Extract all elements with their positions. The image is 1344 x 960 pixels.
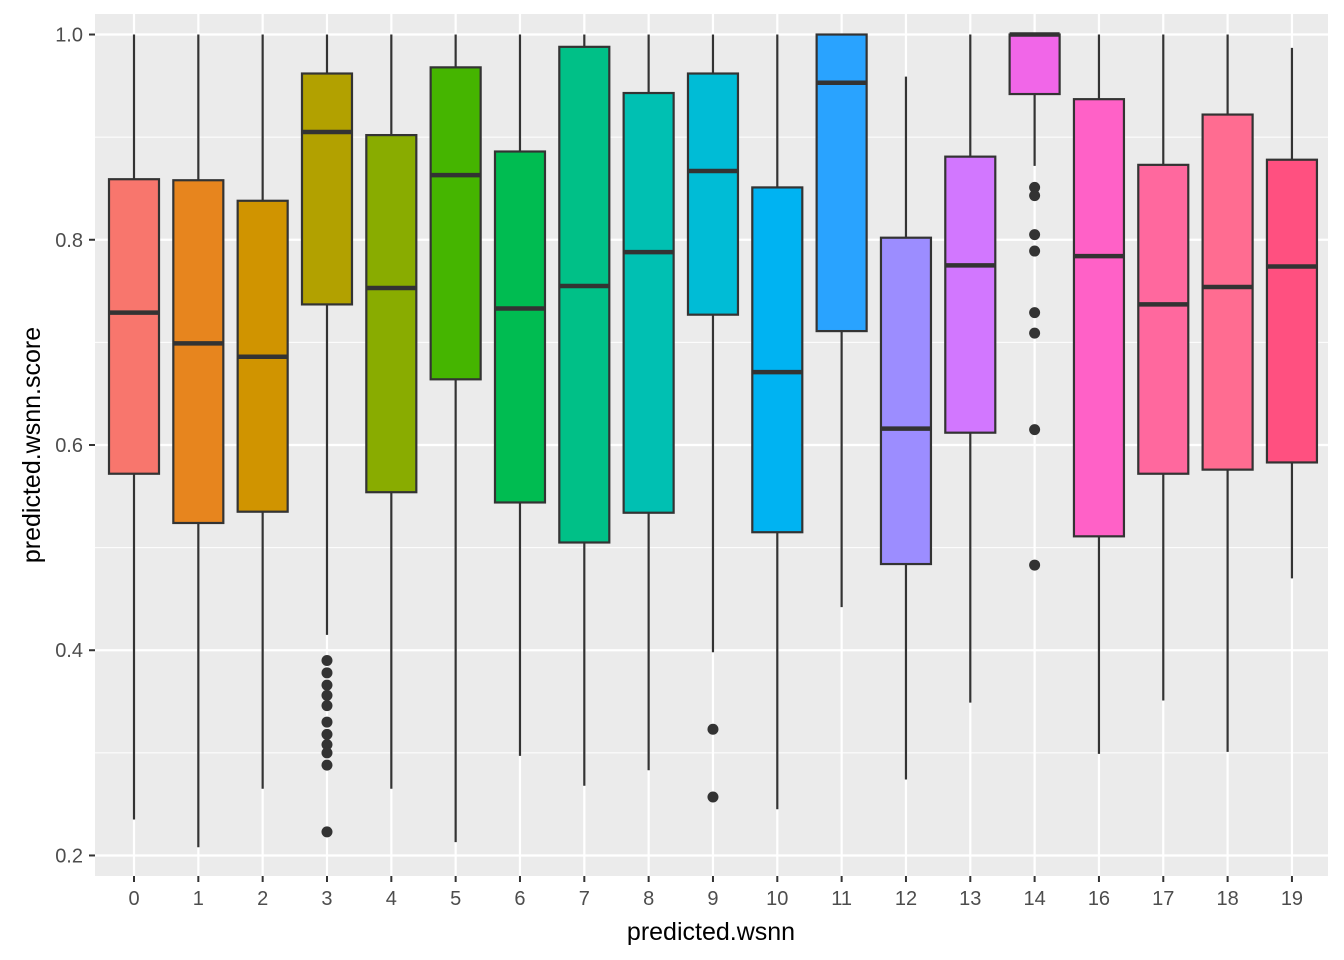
box-16 bbox=[1072, 34, 1126, 754]
outlier-point bbox=[1029, 181, 1041, 193]
x-axis-title: predicted.wsnn bbox=[627, 918, 795, 946]
box-body bbox=[879, 236, 933, 566]
x-tick-label: 7 bbox=[579, 888, 590, 910]
axes: 0.20.40.60.81.00 1 2 3 4 5 6 7 8 9 10 11 12 13 14 16 17 1… bbox=[55, 25, 1303, 910]
y-axis-title: predicted.wsnn.score bbox=[18, 327, 46, 563]
box-7 bbox=[558, 34, 611, 786]
outlier-point bbox=[321, 747, 333, 759]
outlier-point bbox=[321, 679, 333, 691]
box-body bbox=[429, 66, 482, 381]
box-body bbox=[622, 91, 675, 514]
x-tick-label: 5 bbox=[450, 888, 461, 910]
box-3 bbox=[300, 34, 354, 838]
box-17 bbox=[1137, 34, 1190, 701]
x-tick-label: 9 bbox=[707, 888, 718, 910]
x-tick-label: 0 bbox=[128, 888, 139, 910]
x-tick-label: 6 bbox=[514, 888, 525, 910]
box-5 bbox=[429, 34, 482, 843]
box-body bbox=[493, 150, 547, 504]
outlier-point bbox=[321, 655, 333, 666]
outlier-point bbox=[707, 791, 719, 803]
outlier-point bbox=[321, 759, 333, 771]
box-9 bbox=[686, 34, 740, 803]
box-body bbox=[1008, 33, 1061, 96]
x-tick-label: 12 bbox=[895, 888, 917, 910]
box-body bbox=[107, 178, 161, 475]
x-tick-label: 18 bbox=[1216, 888, 1238, 910]
outlier-point bbox=[321, 739, 333, 751]
outlier-point bbox=[1029, 190, 1041, 202]
box-12 bbox=[879, 76, 933, 780]
y-tick-label: 0.4 bbox=[55, 640, 83, 662]
y-tick-label: 0.8 bbox=[55, 230, 83, 252]
x-tick-label: 11 bbox=[831, 888, 852, 910]
x-tick-label: 1 bbox=[193, 888, 204, 910]
outlier-point bbox=[1029, 424, 1041, 436]
x-tick-label: 16 bbox=[1088, 888, 1110, 910]
x-tick-label: 8 bbox=[643, 888, 654, 910]
box-4 bbox=[365, 34, 418, 789]
x-tick-label: 4 bbox=[386, 888, 397, 910]
outlier-point bbox=[321, 667, 333, 679]
box-body bbox=[365, 133, 418, 494]
outlier-point bbox=[321, 700, 333, 712]
outlier-point bbox=[1029, 559, 1041, 571]
box-body bbox=[751, 186, 804, 534]
box-body bbox=[944, 155, 997, 434]
box-14 bbox=[1008, 32, 1061, 571]
box-1 bbox=[172, 34, 225, 848]
x-tick-label: 3 bbox=[321, 888, 332, 910]
box-body bbox=[815, 33, 868, 333]
y-tick-label: 1.0 bbox=[55, 25, 83, 47]
x-tick-label: 14 bbox=[1023, 888, 1045, 910]
outlier-point bbox=[1029, 327, 1041, 339]
box-19 bbox=[1265, 47, 1319, 579]
x-tick-label: 19 bbox=[1281, 888, 1303, 910]
box-2 bbox=[236, 34, 289, 789]
x-tick-label: 13 bbox=[959, 888, 981, 910]
x-tick-label: 17 bbox=[1152, 888, 1174, 910]
box-body bbox=[1201, 113, 1254, 471]
box-0 bbox=[107, 34, 161, 820]
box-6 bbox=[493, 34, 547, 756]
box-body bbox=[686, 72, 740, 316]
outlier-point bbox=[1029, 307, 1041, 319]
box-body bbox=[1072, 98, 1126, 538]
outlier-point bbox=[707, 723, 719, 735]
x-tick-label: 2 bbox=[257, 888, 268, 910]
box-13 bbox=[944, 34, 997, 703]
box-body bbox=[1265, 158, 1319, 464]
outlier-point bbox=[321, 826, 333, 838]
box-18 bbox=[1201, 34, 1254, 752]
x-tick-label: 10 bbox=[766, 888, 788, 910]
outlier-point bbox=[321, 689, 333, 701]
boxes bbox=[107, 32, 1319, 848]
box-body bbox=[1137, 163, 1190, 475]
outlier-point bbox=[321, 728, 333, 740]
box-body bbox=[172, 179, 225, 525]
box-8 bbox=[622, 34, 675, 771]
outlier-point bbox=[1029, 245, 1041, 257]
y-tick-label: 0.6 bbox=[55, 435, 83, 457]
y-tick-label: 0.2 bbox=[55, 845, 83, 867]
outlier-point bbox=[1029, 229, 1041, 241]
outlier-point bbox=[321, 716, 333, 728]
box-body bbox=[300, 72, 354, 306]
box-11 bbox=[815, 33, 868, 608]
box-body bbox=[558, 45, 611, 544]
box-10 bbox=[751, 34, 804, 810]
